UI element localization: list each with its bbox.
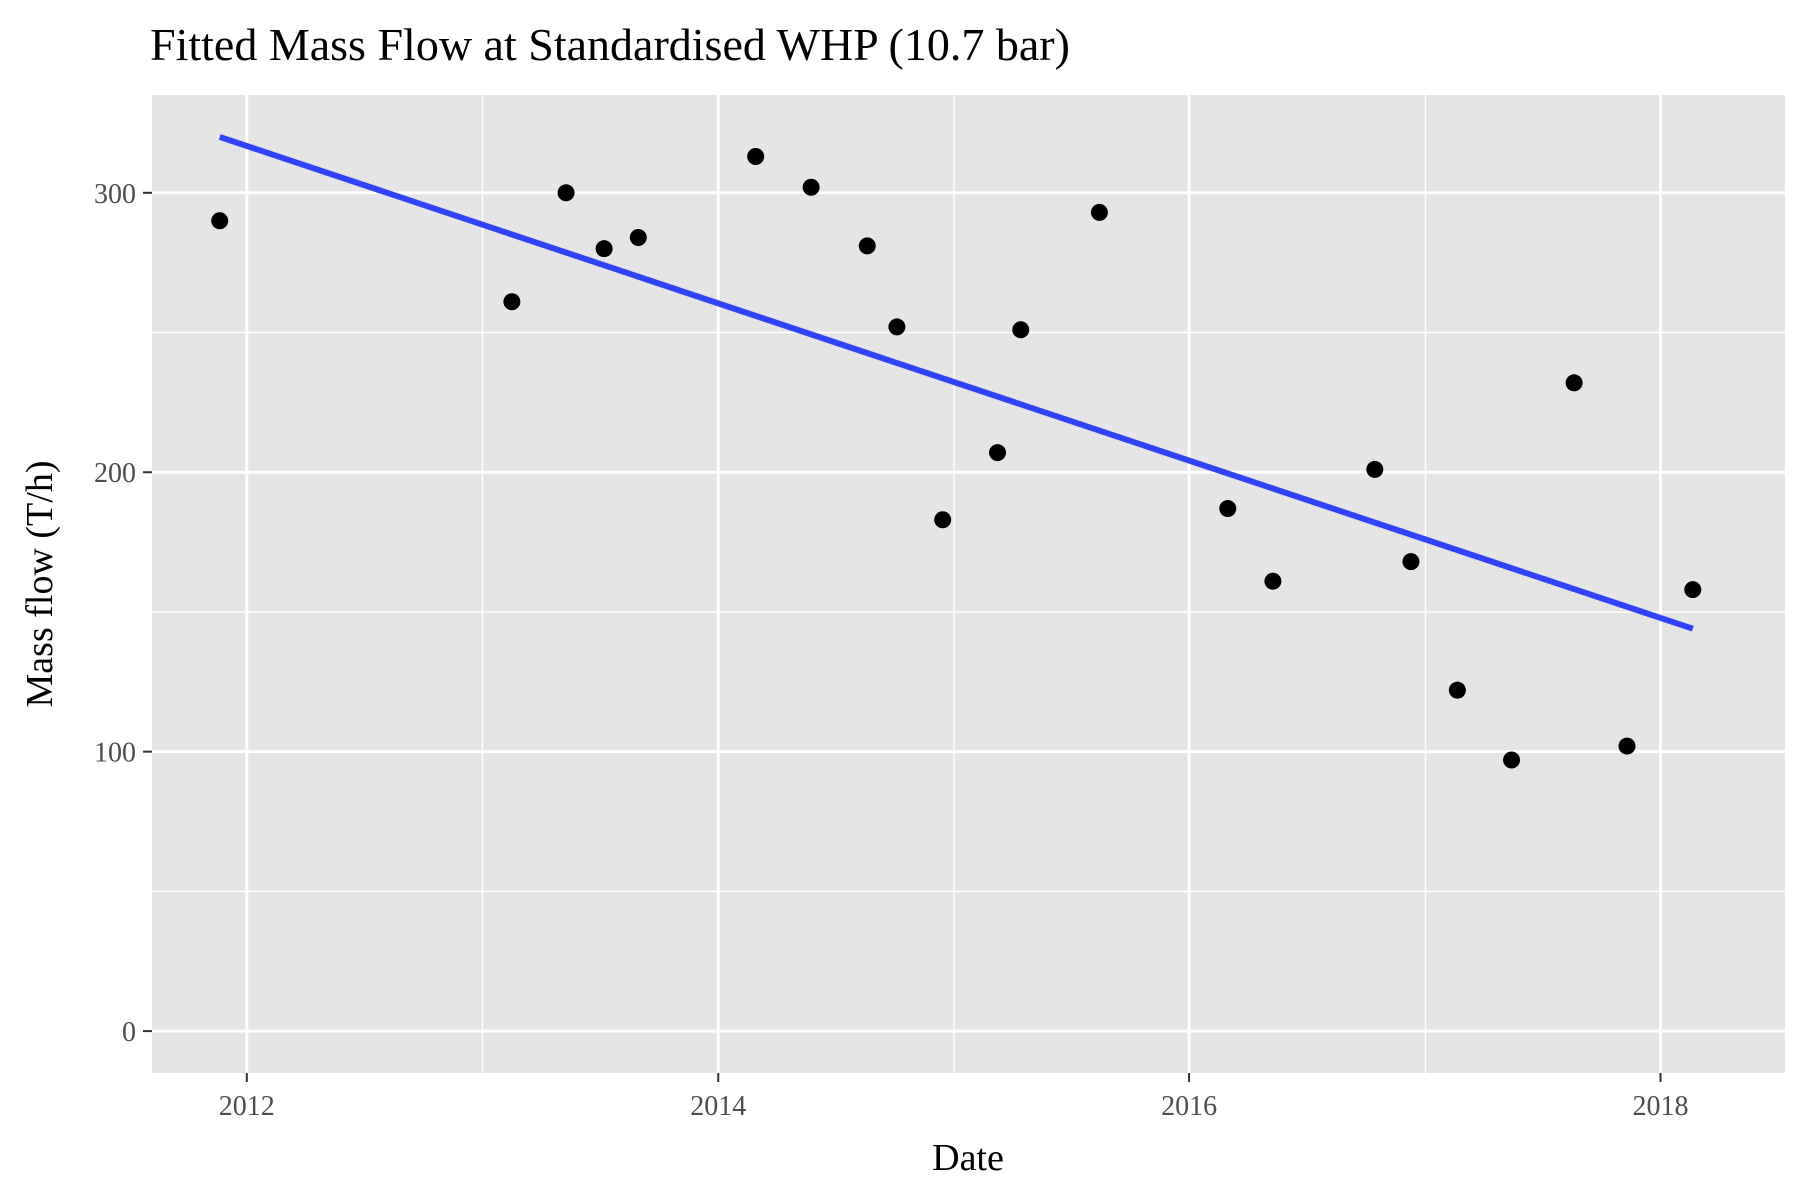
data-point: [1219, 500, 1237, 518]
data-points: [211, 147, 1702, 769]
data-point: [595, 240, 613, 258]
y-axis-title: Mass flow (T/h): [19, 461, 61, 708]
fit-line-layer: [218, 134, 1694, 632]
data-point: [1402, 553, 1420, 571]
chart-title: Fitted Mass Flow at Standardised WHP (10…: [150, 19, 1070, 70]
data-point: [557, 184, 575, 202]
x-tick-label: 2014: [690, 1091, 746, 1122]
data-point: [211, 212, 229, 230]
data-point: [503, 293, 521, 311]
y-tick-label: 100: [94, 738, 136, 769]
x-axis: 2012 2014 2016 2018: [219, 1073, 1689, 1122]
data-point: [629, 229, 647, 247]
data-point: [1684, 581, 1702, 599]
data-point: [858, 237, 876, 255]
data-point: [888, 318, 906, 336]
data-point: [1090, 203, 1108, 221]
data-point: [1448, 681, 1466, 699]
data-point: [1012, 321, 1030, 339]
x-tick-label: 2016: [1161, 1091, 1217, 1122]
data-point: [989, 444, 1007, 462]
plot-panel: [152, 95, 1785, 1073]
data-point: [1618, 737, 1636, 755]
y-tick-label: 300: [94, 179, 136, 210]
x-tick-label: 2012: [219, 1091, 275, 1122]
linear-fit-line: [218, 134, 1694, 632]
data-point: [1565, 374, 1583, 392]
data-point: [1366, 460, 1384, 478]
data-point: [747, 147, 765, 165]
data-point: [1264, 572, 1282, 590]
y-tick-label: 0: [122, 1017, 136, 1048]
data-point: [802, 178, 820, 196]
data-point: [934, 511, 952, 529]
y-tick-label: 200: [94, 458, 136, 489]
y-axis: 0 100 200 300: [94, 179, 152, 1048]
data-point: [1503, 751, 1521, 769]
x-tick-label: 2018: [1633, 1091, 1689, 1122]
major-gridlines: [152, 95, 1785, 1073]
minor-gridlines: [152, 95, 1785, 1073]
x-axis-title: Date: [932, 1137, 1004, 1179]
